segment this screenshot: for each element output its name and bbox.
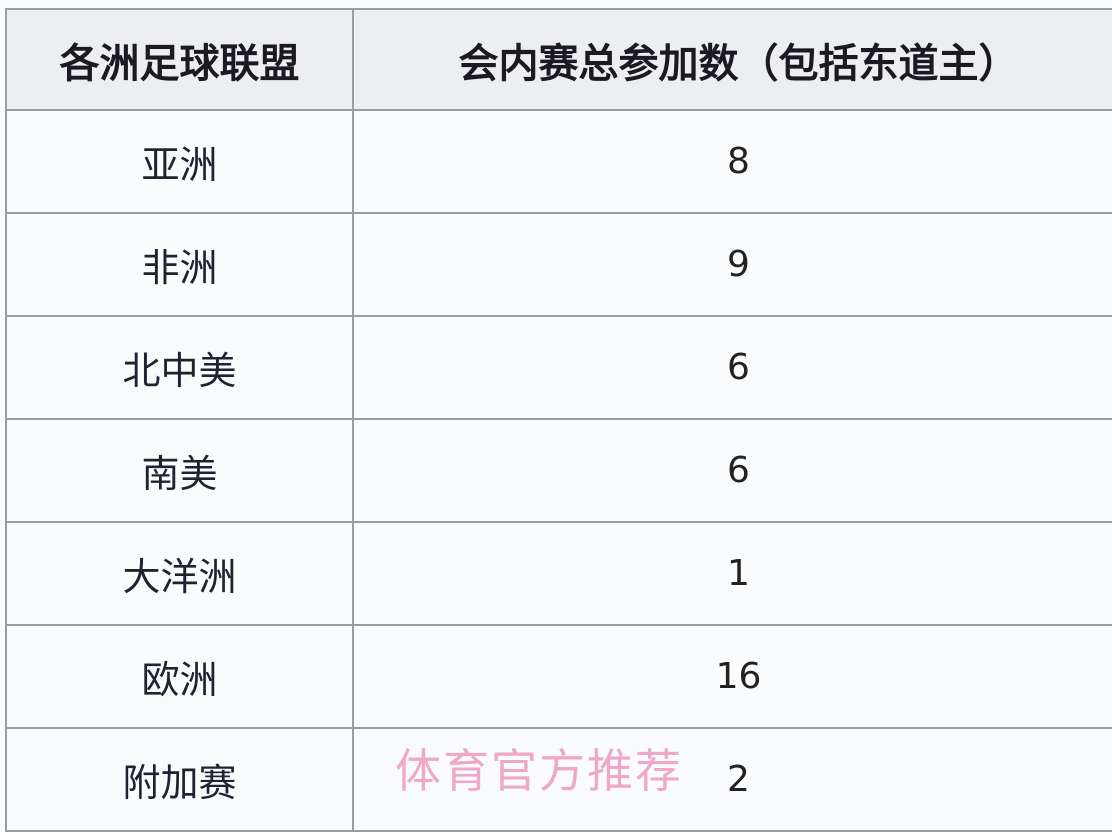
confederation-cell: 亚洲 [5,109,354,214]
count-cell: 16 [352,624,1112,729]
confederation-cell: 北中美 [5,315,354,420]
confederation-cell: 南美 [5,418,354,523]
count-cell: 6 [352,418,1112,523]
watermark: 体育官方推荐 [395,744,683,798]
table-row: 北中美 6 [5,315,1112,420]
confederation-cell: 大洋洲 [5,521,354,626]
table-row: 亚洲 8 [5,109,1112,214]
header-row: 各洲足球联盟 会内赛总参加数（包括东道主） [5,8,1112,111]
table-row: 非洲 9 [5,212,1112,317]
table-row: 欧洲 16 [5,624,1112,729]
count-cell: 6 [352,315,1112,420]
table-row: 南美 6 [5,418,1112,523]
table-row: 大洋洲 1 [5,521,1112,626]
confederation-cell: 欧洲 [5,624,354,729]
confederation-table: 各洲足球联盟 会内赛总参加数（包括东道主） 亚洲 8 非洲 9 北中美 6 南美… [5,8,1112,832]
header-confederation: 各洲足球联盟 [5,8,354,111]
count-cell: 9 [352,212,1112,317]
count-cell: 8 [352,109,1112,214]
count-cell: 1 [352,521,1112,626]
header-count: 会内赛总参加数（包括东道主） [352,8,1112,111]
confederation-cell: 附加赛 [5,727,354,832]
confederation-cell: 非洲 [5,212,354,317]
